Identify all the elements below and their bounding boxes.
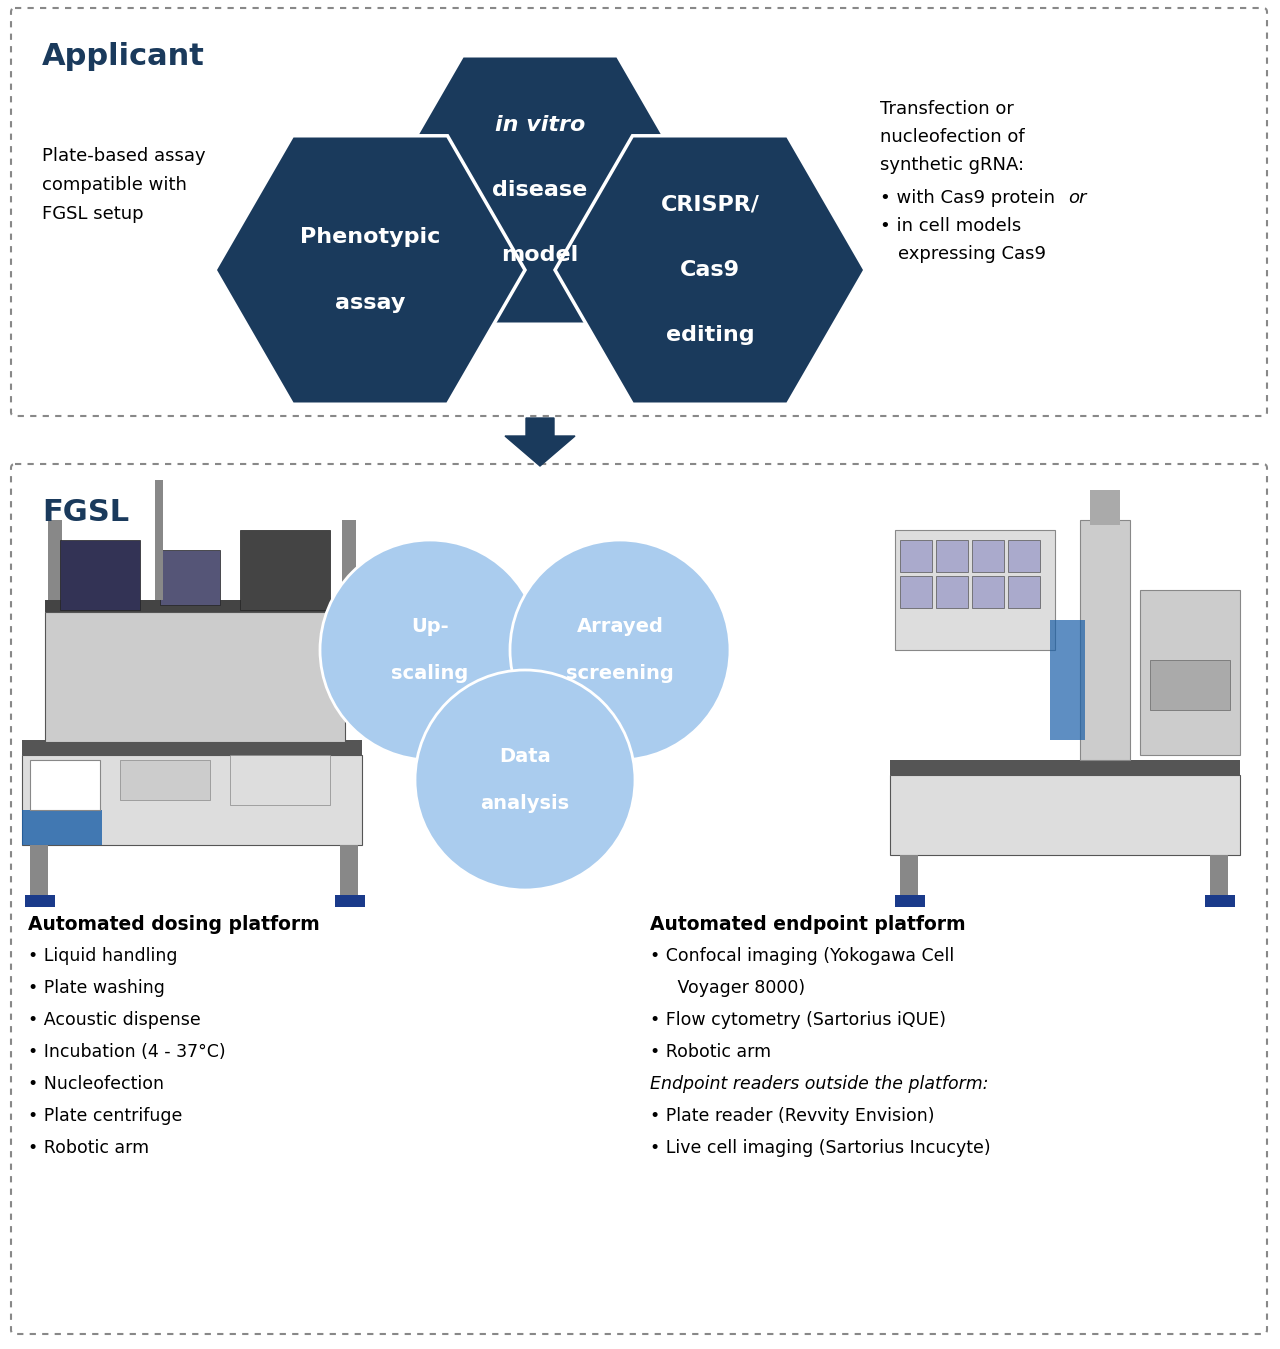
Bar	[60, 540, 140, 610]
Text: model: model	[502, 246, 579, 266]
Bar	[1140, 590, 1240, 755]
Text: Phenotypic: Phenotypic	[300, 228, 440, 247]
Text: analysis: analysis	[480, 793, 570, 812]
Bar	[22, 809, 102, 844]
Text: Applicant: Applicant	[42, 42, 205, 71]
Text: • Incubation (4 - 37°C): • Incubation (4 - 37°C)	[28, 1043, 225, 1062]
Text: • Acoustic dispense: • Acoustic dispense	[28, 1010, 201, 1029]
Bar	[900, 855, 918, 900]
Text: expressing Cas9: expressing Cas9	[899, 246, 1046, 263]
Circle shape	[415, 670, 635, 890]
Circle shape	[509, 540, 730, 759]
Polygon shape	[215, 136, 525, 405]
Bar	[155, 480, 163, 600]
Text: synthetic gRNA:: synthetic gRNA:	[881, 156, 1024, 174]
Text: • Confocal imaging (Yokogawa Cell: • Confocal imaging (Yokogawa Cell	[650, 947, 955, 965]
Bar	[45, 600, 346, 612]
Text: Automated dosing platform: Automated dosing platform	[28, 915, 320, 934]
Bar	[972, 540, 1004, 572]
Text: Transfection or: Transfection or	[881, 100, 1014, 117]
Text: • Robotic arm: • Robotic arm	[28, 1139, 150, 1157]
Text: • Liquid handling: • Liquid handling	[28, 947, 178, 965]
Polygon shape	[385, 55, 695, 324]
Text: in vitro: in vitro	[495, 115, 585, 135]
Bar	[1009, 540, 1039, 572]
Text: nucleofection of: nucleofection of	[881, 128, 1024, 146]
Bar	[1050, 621, 1085, 741]
FancyBboxPatch shape	[12, 8, 1267, 415]
Bar	[241, 530, 330, 610]
Bar	[22, 741, 362, 755]
Text: • Nucleofection: • Nucleofection	[28, 1075, 164, 1093]
Text: scaling: scaling	[392, 664, 468, 683]
Bar	[26, 894, 55, 907]
Bar	[936, 576, 968, 608]
Bar	[1210, 855, 1228, 900]
FancyArrow shape	[506, 418, 575, 465]
Text: Endpoint readers outside the platform:: Endpoint readers outside the platform:	[650, 1075, 988, 1093]
Text: or: or	[1068, 189, 1087, 206]
Bar	[49, 519, 61, 600]
Text: Up-: Up-	[411, 618, 449, 637]
Text: • Plate reader (Revvity Envision): • Plate reader (Revvity Envision)	[650, 1108, 934, 1125]
Text: editing: editing	[666, 325, 754, 345]
Text: • Flow cytometry (Sartorius iQUE): • Flow cytometry (Sartorius iQUE)	[650, 1010, 946, 1029]
Bar	[890, 759, 1240, 774]
Bar	[230, 755, 330, 805]
Text: Arrayed: Arrayed	[576, 618, 663, 637]
Bar	[29, 844, 49, 900]
Bar	[29, 759, 100, 809]
Text: • Plate washing: • Plate washing	[28, 979, 165, 997]
Bar	[1091, 490, 1120, 525]
Bar	[1149, 660, 1230, 710]
Text: • with Cas9 protein: • with Cas9 protein	[881, 189, 1061, 206]
Text: disease: disease	[493, 179, 588, 200]
Text: • in cell models: • in cell models	[881, 217, 1021, 235]
Polygon shape	[556, 136, 865, 405]
Bar	[335, 894, 365, 907]
Text: CRISPR/: CRISPR/	[660, 194, 759, 214]
Bar	[160, 550, 220, 604]
Bar	[1204, 894, 1235, 907]
Bar	[972, 576, 1004, 608]
Text: screening: screening	[566, 664, 673, 683]
Bar	[890, 774, 1240, 855]
Bar	[900, 540, 932, 572]
Bar	[45, 612, 346, 742]
Text: • Plate centrifuge: • Plate centrifuge	[28, 1108, 182, 1125]
Bar	[1080, 519, 1130, 759]
Bar	[900, 576, 932, 608]
Text: Cas9: Cas9	[680, 260, 740, 281]
Circle shape	[320, 540, 540, 759]
Text: Automated endpoint platform: Automated endpoint platform	[650, 915, 965, 934]
Bar	[936, 540, 968, 572]
Bar	[895, 530, 1055, 650]
Bar	[120, 759, 210, 800]
Bar	[1009, 576, 1039, 608]
Bar	[342, 519, 356, 600]
Text: assay: assay	[335, 293, 406, 313]
Bar	[340, 844, 358, 900]
Text: FGSL: FGSL	[42, 498, 129, 527]
FancyBboxPatch shape	[12, 464, 1267, 1334]
Bar	[895, 894, 925, 907]
Text: • Robotic arm: • Robotic arm	[650, 1043, 771, 1062]
Bar	[22, 755, 362, 844]
Text: Plate-based assay
compatible with
FGSL setup: Plate-based assay compatible with FGSL s…	[42, 147, 206, 223]
Text: • Live cell imaging (Sartorius Incucyte): • Live cell imaging (Sartorius Incucyte)	[650, 1139, 991, 1157]
Text: Voyager 8000): Voyager 8000)	[650, 979, 805, 997]
Text: Data: Data	[499, 747, 550, 766]
